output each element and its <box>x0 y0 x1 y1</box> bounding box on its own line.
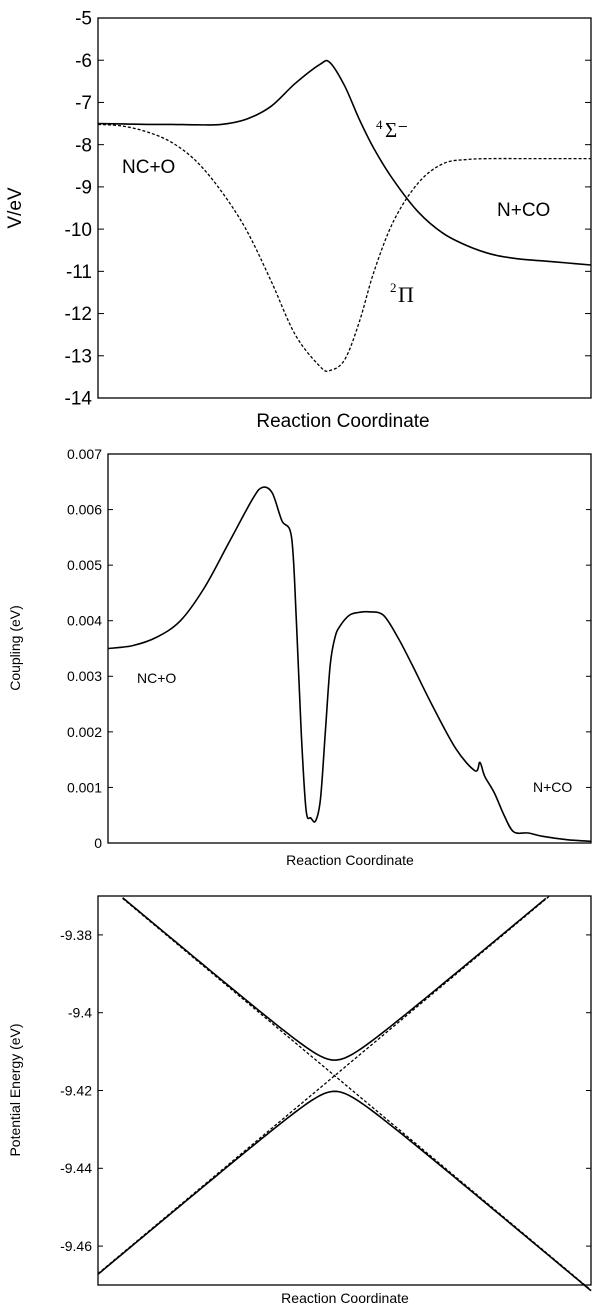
y-tick-label: -8 <box>75 135 92 156</box>
y-tick-label: -9.42 <box>60 1082 92 1098</box>
y-tick-label: 0.001 <box>67 779 102 795</box>
sigma-state-label: Σ⁻ <box>385 118 408 142</box>
adiabatic-upper-curve <box>122 897 547 1061</box>
y-ticks-3: -9.38 -9.4 -9.42 -9.44 -9.46 <box>60 927 591 1254</box>
pi-state-curve <box>97 123 591 372</box>
x-axis-label-3: Reaction Coordinate <box>281 1290 409 1306</box>
nc-o-label-2: NC+O <box>137 670 176 686</box>
y-tick-label: -14 <box>65 389 93 410</box>
adiabatic-lower-curve <box>97 1090 592 1292</box>
y-tick-label: -12 <box>65 304 92 325</box>
y-tick-label: -6 <box>75 51 92 72</box>
n-co-label-1: N+CO <box>497 200 550 221</box>
y-tick-label: -9.38 <box>60 927 92 943</box>
y-tick-label: -9 <box>75 178 92 199</box>
plot-frame-3 <box>97 895 592 1286</box>
y-tick-label: 0.002 <box>67 724 102 740</box>
sigma-superscript: 4 <box>376 117 383 132</box>
y-tick-label: 0.007 <box>67 446 102 462</box>
y-tick-label: 0.005 <box>67 557 102 573</box>
coupling-curve <box>107 486 592 843</box>
y-tick-label: 0.004 <box>67 613 102 629</box>
y-tick-label: -9.44 <box>60 1160 92 1176</box>
y-tick-label: -9.46 <box>60 1238 92 1254</box>
diabatic-curve-descending <box>122 897 592 1291</box>
plot-frame-2 <box>107 453 592 844</box>
n-co-label-2: N+CO <box>533 779 572 795</box>
y-tick-label: 0 <box>94 835 102 851</box>
y-tick-label: -9.4 <box>68 1005 92 1021</box>
panel-potential-curves: -5 -6 -7 -8 -9 -10 -11 -12 -13 -14 V/eV Reaction … <box>5 9 592 432</box>
pi-superscript: 2 <box>390 280 397 295</box>
y-tick-label: -13 <box>65 346 92 367</box>
plot-frame-1 <box>97 17 592 399</box>
y-tick-label: 0.006 <box>67 501 102 517</box>
y-tick-label: -11 <box>66 262 92 283</box>
y-tick-label: 0.003 <box>67 668 102 684</box>
y-tick-label: -5 <box>75 9 92 30</box>
y-tick-label: -7 <box>75 93 92 114</box>
sigma-state-curve <box>97 59 592 266</box>
panel-coupling: 0 0.001 0.002 0.003 0.004 0.005 0.006 0.007 Cou… <box>7 446 592 868</box>
x-axis-label-1: Reaction Coordinate <box>256 411 429 432</box>
x-axis-label-2: Reaction Coordinate <box>286 852 414 868</box>
nc-o-label-1: NC+O <box>122 157 175 178</box>
y-ticks-1: -5 -6 -7 -8 -9 -10 -11 -12 -13 -14 <box>65 9 591 410</box>
y-tick-label: -10 <box>65 220 92 241</box>
panel-avoided-crossing: -9.38 -9.4 -9.42 -9.44 -9.46 Potential Energ… <box>7 895 592 1306</box>
pi-state-label: Π <box>398 282 414 307</box>
y-axis-label-3: Potential Energy (eV) <box>7 1023 23 1156</box>
y-axis-label-2: Coupling (eV) <box>7 605 23 691</box>
y-axis-label-1: V/eV <box>5 187 26 229</box>
y-ticks-2: 0 0.001 0.002 0.003 0.004 0.005 0.006 0.007 <box>67 446 591 851</box>
